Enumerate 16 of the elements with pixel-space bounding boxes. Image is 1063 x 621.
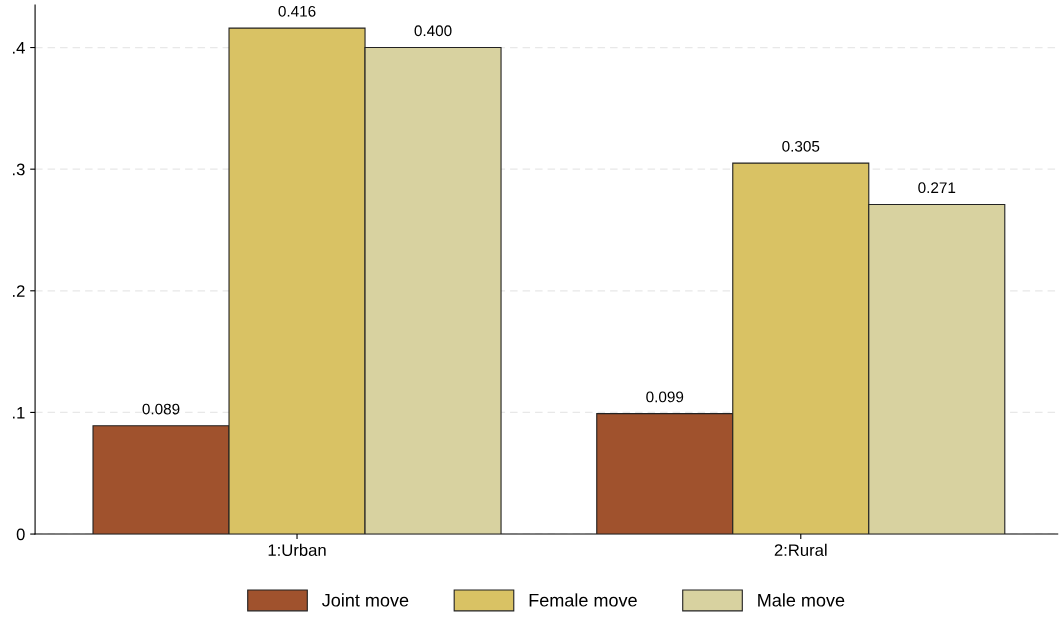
y-tick-label: .3 bbox=[12, 163, 25, 176]
data-label: 0.271 bbox=[918, 182, 956, 194]
data-label: 0.416 bbox=[278, 5, 316, 17]
data-label: 0.305 bbox=[782, 140, 820, 152]
data-label: 0.099 bbox=[646, 391, 684, 403]
y-tick-label: .4 bbox=[12, 42, 25, 54]
y-tick-label: .2 bbox=[12, 285, 25, 297]
data-label: 0.089 bbox=[142, 403, 180, 415]
x-tick-label: 1:Urban bbox=[268, 543, 326, 557]
data-label: 0.400 bbox=[414, 25, 452, 37]
x-tick-label: 2:Rural bbox=[774, 543, 827, 557]
legend-label: Male move bbox=[758, 593, 845, 607]
y-tick-label: .1 bbox=[12, 407, 25, 419]
legend-label: Joint move bbox=[322, 593, 409, 607]
legend-label: Female move bbox=[529, 593, 637, 607]
y-tick-label: 0 bbox=[16, 528, 25, 541]
